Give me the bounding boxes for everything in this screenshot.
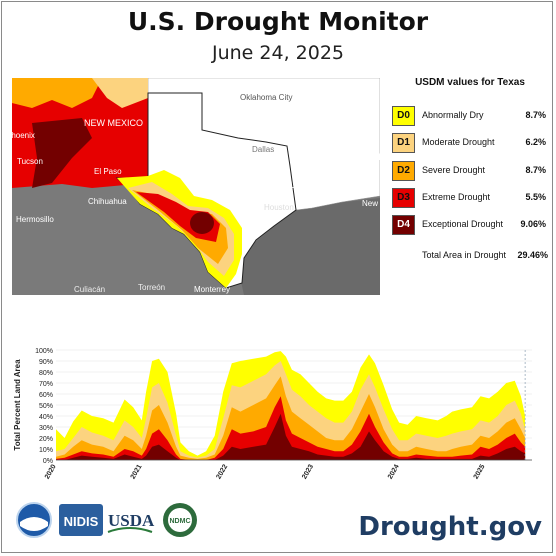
y-tick-label: 20% — [39, 436, 53, 443]
logo-text-ndmc: NDMC — [170, 518, 191, 525]
y-tick-label: 50% — [39, 403, 53, 410]
legend-label: Extreme Drought — [422, 192, 491, 202]
legend-swatch-d2: D2 — [392, 161, 415, 181]
nm-severe-north — [12, 78, 102, 108]
y-tick-label: 0% — [43, 458, 53, 465]
texas-d2 — [132, 190, 228, 264]
legend-value: 9.06% — [520, 219, 546, 229]
map-label: Austin — [222, 195, 244, 204]
map-date: June 24, 2025 — [211, 42, 345, 64]
map-label: New — [362, 199, 378, 208]
legend-label: Moderate Drought — [422, 137, 495, 147]
nm-moderate-northeast — [92, 78, 148, 108]
y-tick-label: 70% — [39, 381, 53, 388]
y-tick-label: 80% — [39, 370, 53, 377]
x-tick-label: 2023 — [301, 463, 315, 480]
drought-time-series-chart: 0% 10% 20% 30% 40% 50% 60% 70% 80% 90% 100% 2020 202… — [13, 348, 532, 480]
map-label: TEXAS — [192, 177, 222, 187]
map-label: Oklahoma City — [240, 93, 292, 102]
map-label: Tucson — [17, 157, 43, 166]
y-tick-label: 10% — [39, 447, 53, 454]
legend-swatch-d1: D1 — [392, 133, 415, 153]
total-drought-value: 29.46% — [517, 250, 548, 260]
area-series-d4 — [56, 413, 526, 460]
x-tick-label: 2020 — [44, 463, 58, 480]
legend-swatch-d3: D3 — [392, 188, 415, 208]
y-tick-label: 90% — [39, 359, 53, 366]
map-label: El Paso — [94, 167, 122, 176]
map-label: Culiacán — [74, 285, 105, 294]
legend-value: 8.7% — [525, 110, 546, 120]
nm-exceptional — [32, 118, 92, 188]
usda-logo[interactable]: USDA — [107, 511, 155, 533]
map-label: Dallas — [252, 145, 274, 154]
map-label: Hermosillo — [16, 215, 54, 224]
legend-value: 6.2% — [525, 137, 546, 147]
legend-value: 8.7% — [525, 165, 546, 175]
ndmc-logo[interactable]: NDMC — [163, 503, 197, 537]
nidis-logo[interactable]: NIDIS — [59, 504, 103, 536]
legend-row-d0: D0 Abnormally Dry 8.7% — [392, 106, 548, 126]
y-tick-label: 40% — [39, 414, 53, 421]
legend-row-d4: D4 Exceptional Drought 9.06% — [392, 215, 548, 235]
legend-value: 5.5% — [525, 192, 546, 202]
map-label: Phoenix — [12, 131, 35, 140]
x-tick-label: 2022 — [215, 463, 229, 480]
map-label: MISSISSIPPI — [342, 152, 380, 162]
map-label: Monterrey — [194, 285, 230, 294]
map-label: Torreón — [138, 283, 165, 292]
map-label: LOUISIANA — [290, 180, 338, 190]
drought-map: NEW MEXICO TEXAS LOUISIANA MISSISSIPPI O… — [12, 78, 380, 295]
x-tick-label: 2025 — [473, 463, 487, 480]
map-label: NEW MEXICO — [84, 118, 143, 128]
area-series-d2 — [56, 376, 526, 460]
site-name[interactable]: Drought.gov — [358, 512, 542, 542]
total-drought-label: Total Area in Drought — [422, 250, 507, 260]
legend-swatch-d0: D0 — [392, 106, 415, 126]
legend-label: Abnormally Dry — [422, 110, 484, 120]
noaa-logo[interactable] — [16, 502, 52, 538]
y-tick-label: 100% — [35, 348, 53, 355]
y-tick-label: 60% — [39, 392, 53, 399]
x-tick-label: 2021 — [130, 463, 144, 480]
map-label: Houston — [264, 203, 294, 212]
map-label: Chihuahua — [88, 197, 127, 206]
legend-row-d1: D1 Moderate Drought 6.2% — [392, 133, 548, 153]
partner-logos: NIDIS USDA NDMC — [16, 502, 197, 538]
legend-row-d2: D2 Severe Drought 8.7% — [392, 161, 548, 181]
page-title: U.S. Drought Monitor — [127, 7, 429, 36]
logo-text-nidis: NIDIS — [64, 514, 99, 529]
texas-d4 — [190, 212, 214, 234]
legend-row-d3: D3 Extreme Drought 5.5% — [392, 188, 548, 208]
legend-label: Exceptional Drought — [422, 219, 504, 229]
legend-label: Severe Drought — [422, 165, 486, 175]
gulf-water — [238, 198, 380, 295]
logo-text-usda: USDA — [108, 511, 155, 530]
y-axis-label: Total Percent Land Area — [13, 359, 22, 451]
y-tick-label: 30% — [39, 425, 53, 432]
x-tick-label: 2024 — [387, 463, 401, 480]
legend-title: USDM values for Texas — [415, 77, 525, 88]
legend-swatch-d4: D4 — [392, 215, 415, 235]
